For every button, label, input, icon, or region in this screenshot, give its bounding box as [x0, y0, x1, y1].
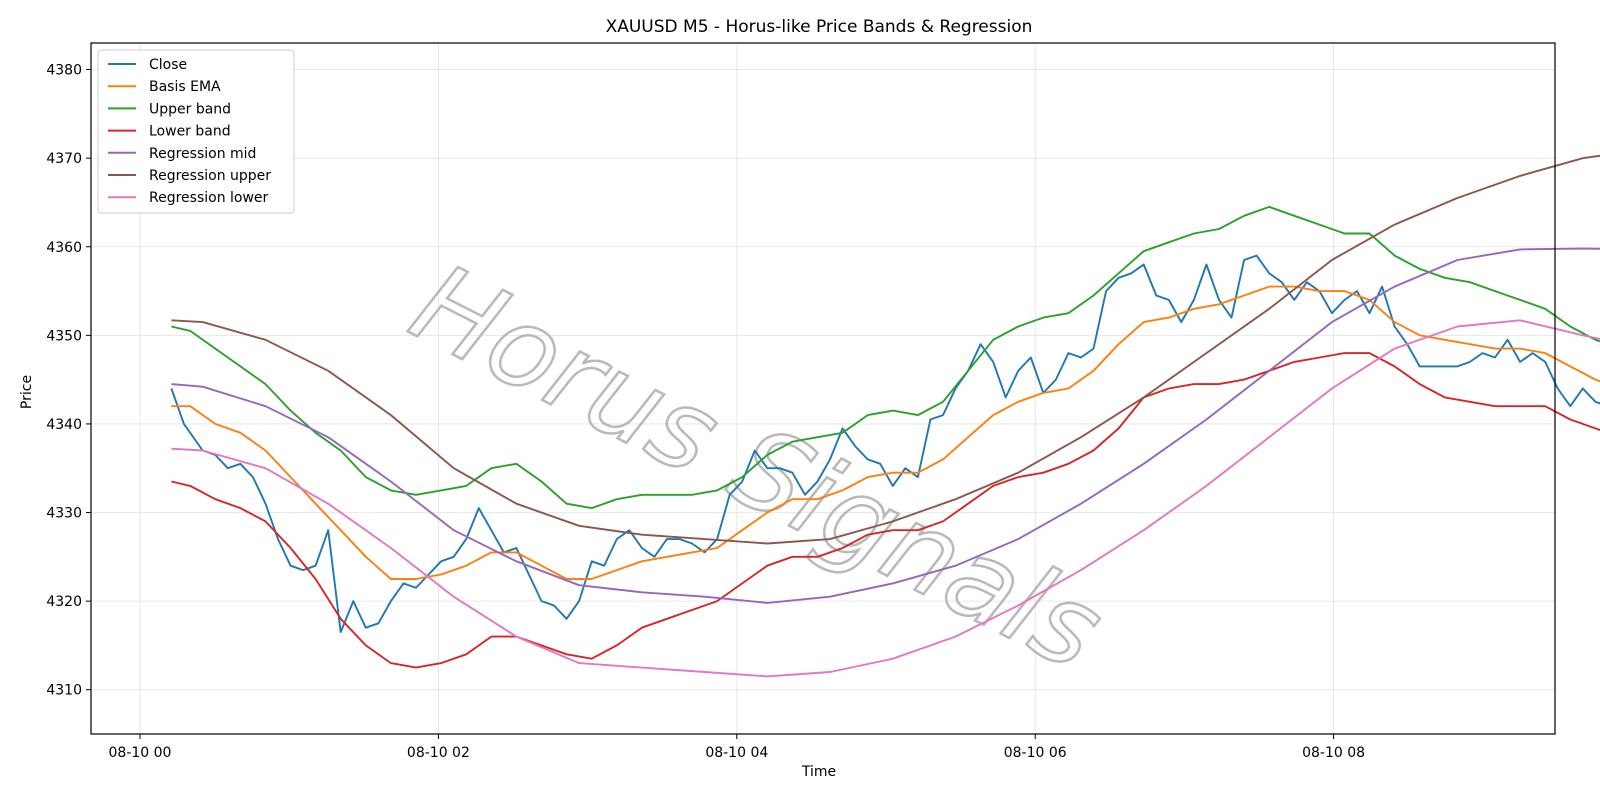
legend: Close Basis EMA Upper band Lower band Regres… — [97, 49, 295, 214]
y-tick-label: 4340 — [46, 417, 82, 433]
legend-entry: Regression mid — [149, 146, 256, 162]
series-line-lower-band — [171, 352, 1600, 669]
legend-entry: Close — [149, 57, 187, 73]
series-line-regression-mid — [171, 247, 1600, 604]
x-tick-label: 08-10 04 — [705, 745, 768, 761]
y-axis-label: Price — [19, 375, 35, 409]
x-axis-ticks: 08-10 00 08-10 02 08-10 04 08-10 06 08-10 08… — [109, 734, 1365, 761]
legend-entry: Basis EMA — [149, 79, 221, 95]
series-line-regression-upper — [171, 154, 1600, 545]
grid — [91, 43, 1555, 734]
chart-title: XAUUSD M5 - Horus-like Price Bands & Reg… — [606, 17, 1033, 37]
legend-entry: Regression upper — [149, 168, 271, 184]
series-line-basis-ema — [171, 285, 1600, 580]
y-tick-label: 4360 — [46, 240, 82, 256]
series-line-upper-band — [171, 205, 1600, 510]
x-tick-label: 08-10 08 — [1302, 745, 1365, 761]
x-axis-label: Time — [801, 764, 836, 780]
series-lines — [170, 154, 1600, 678]
y-tick-label: 4380 — [46, 63, 82, 79]
y-tick-label: 4310 — [46, 683, 82, 699]
x-tick-label: 08-10 00 — [109, 745, 172, 761]
y-tick-label: 4330 — [46, 506, 82, 522]
y-tick-label: 4350 — [46, 328, 82, 344]
y-axis-ticks: 4310 4320 4330 4340 4350 4360 4370 4380 — [46, 63, 91, 699]
series-line-regression-lower — [171, 319, 1600, 678]
y-tick-label: 4370 — [46, 151, 82, 167]
x-tick-label: 08-10 02 — [407, 745, 470, 761]
plot-frame — [90, 42, 1556, 735]
x-tick-label: 08-10 06 — [1004, 745, 1067, 761]
legend-entry: Upper band — [149, 101, 231, 117]
legend-entry: Regression lower — [149, 190, 269, 206]
y-tick-label: 4320 — [46, 594, 82, 610]
legend-box — [97, 49, 295, 214]
legend-entry: Lower band — [149, 124, 231, 140]
